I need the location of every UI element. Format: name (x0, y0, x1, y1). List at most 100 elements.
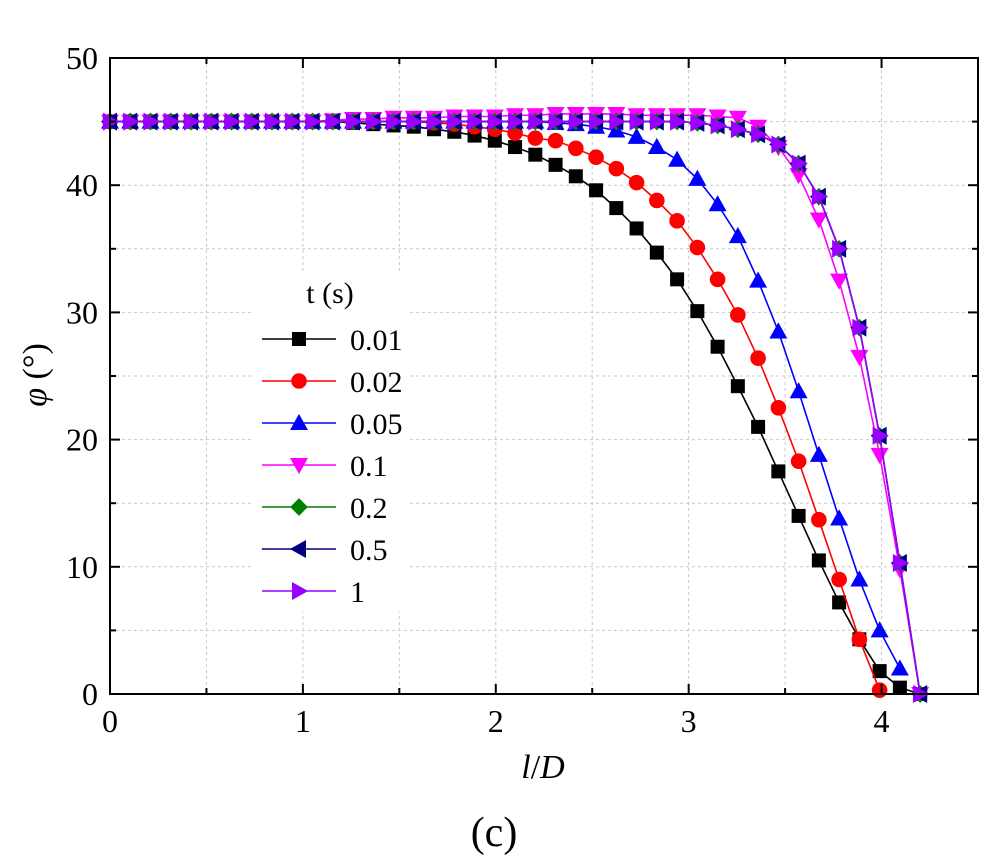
data-point (709, 271, 726, 288)
x-tick-label: 3 (681, 703, 697, 739)
legend-label: 0.01 (350, 324, 403, 357)
data-point (751, 125, 768, 144)
data-point (244, 112, 261, 131)
y-axis-title: φ (°) (17, 343, 54, 407)
data-point (789, 382, 808, 399)
data-point (143, 112, 160, 131)
data-point (204, 112, 221, 131)
data-point (224, 112, 241, 131)
data-point (791, 508, 806, 523)
data-point (647, 137, 666, 155)
y-tick-label: 40 (66, 167, 98, 203)
x-tick-label: 2 (488, 703, 504, 739)
data-point (832, 595, 847, 610)
data-point (568, 112, 585, 131)
data-point (609, 112, 626, 131)
x-axis-title-var-l: l (521, 749, 530, 786)
data-point (710, 116, 727, 135)
legend-swatch-marker (292, 332, 306, 346)
series-0.02 (102, 113, 888, 698)
series-1 (103, 112, 930, 703)
legend-swatch-marker (289, 540, 306, 558)
data-point (730, 307, 746, 323)
y-tick-label: 10 (66, 549, 98, 585)
data-point (568, 140, 584, 157)
data-point (528, 147, 543, 162)
legend-swatch-marker (290, 413, 308, 430)
data-point (629, 112, 646, 131)
legend-swatch-marker (290, 458, 308, 475)
data-point (688, 169, 707, 186)
x-tick-label: 1 (295, 703, 311, 739)
data-point (791, 154, 808, 173)
data-point (870, 621, 889, 638)
data-point (366, 112, 383, 131)
series-line (110, 120, 921, 695)
data-point (508, 112, 525, 131)
data-point (627, 127, 646, 144)
data-point (690, 304, 705, 319)
data-point (872, 426, 889, 445)
data-point (890, 659, 909, 676)
data-point (809, 212, 828, 229)
data-point (427, 112, 444, 131)
data-point (751, 419, 766, 434)
data-point (689, 239, 706, 256)
x-axis-title: l/D (521, 749, 565, 786)
data-point (690, 113, 707, 132)
data-point (811, 553, 826, 568)
data-point (710, 339, 725, 354)
y-tick-label: 0 (82, 676, 98, 712)
data-point (588, 149, 604, 166)
y-axis-title-unit: (°) (17, 343, 54, 388)
data-point (830, 273, 849, 290)
data-point (184, 112, 201, 131)
series-line (110, 120, 921, 695)
legend-label: 0.1 (350, 450, 388, 483)
series-line (110, 113, 921, 695)
data-point (670, 272, 685, 287)
data-point (649, 192, 665, 209)
panel-label: (c) (471, 810, 518, 856)
data-point (832, 239, 849, 258)
data-point (386, 112, 403, 131)
x-axis-title-sep: / (531, 749, 541, 786)
data-point (770, 400, 787, 416)
legend-label: 0.05 (350, 408, 403, 441)
legend-label: 1 (350, 576, 365, 609)
data-point (608, 160, 625, 177)
data-point (163, 112, 180, 131)
data-point (771, 464, 786, 479)
series-line (110, 120, 881, 691)
series-line (110, 120, 901, 669)
y-tick-label: 20 (66, 422, 98, 458)
data-point (728, 226, 747, 244)
series-0.1 (101, 106, 930, 704)
data-point (305, 112, 322, 131)
y-axis-title-var: φ (17, 388, 54, 407)
data-point (406, 112, 423, 131)
data-point (527, 130, 544, 146)
data-point (628, 174, 645, 191)
data-point (892, 680, 907, 695)
data-point (871, 682, 888, 698)
legend: t (s) 0.01 0.02 0.05 0.1 0.2 0.5 1 (252, 272, 410, 612)
data-point (811, 187, 829, 206)
legend-background (252, 272, 410, 612)
data-point (728, 110, 747, 127)
data-point (830, 509, 849, 526)
data-point (809, 445, 828, 462)
legend-label: 0.5 (350, 534, 388, 567)
data-point (852, 318, 869, 337)
data-point (123, 112, 140, 131)
x-axis-title-var-d: D (539, 749, 565, 786)
x-tick-label: 0 (102, 703, 118, 739)
series-layer (100, 106, 930, 704)
data-point (851, 631, 868, 648)
data-point (547, 132, 564, 149)
series-line (110, 120, 921, 695)
data-point (589, 112, 606, 131)
data-point (769, 322, 788, 339)
